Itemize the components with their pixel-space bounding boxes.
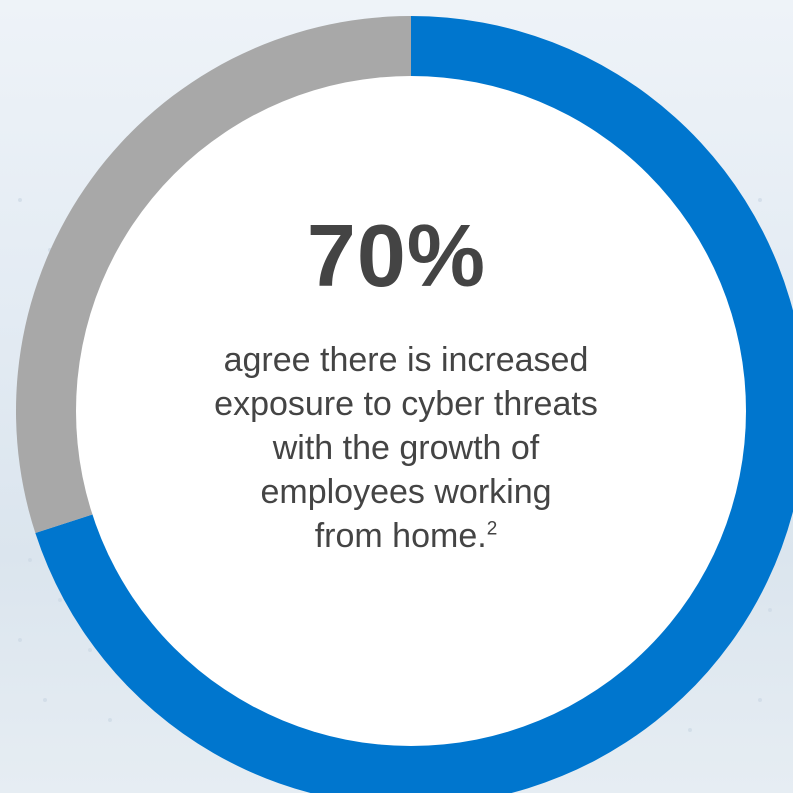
donut-center <box>76 76 746 746</box>
